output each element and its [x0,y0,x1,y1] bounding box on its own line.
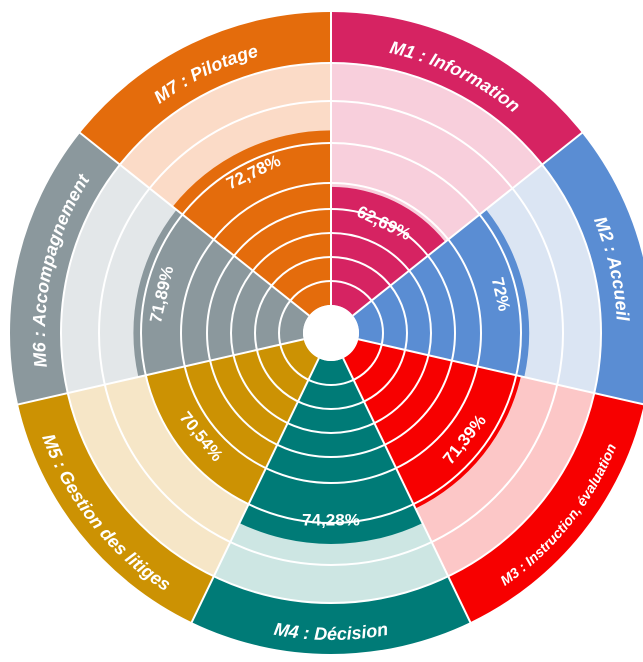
separator [12,338,304,407]
sector-bar [352,209,530,378]
label-band [448,393,643,623]
value-label: 74,28% [302,510,360,529]
label-band [331,12,582,165]
center-hole [303,305,359,361]
sector-bar [172,130,331,316]
sector-bar [133,209,310,377]
separator [75,128,310,317]
separator [358,338,643,406]
sector-bar [239,358,423,544]
label-band [191,576,471,654]
label-band [18,393,214,623]
separator [342,357,474,628]
separator [352,128,587,317]
sector-bar [343,339,521,509]
separator [188,357,320,628]
label-band [80,12,331,165]
label-band [9,132,120,405]
